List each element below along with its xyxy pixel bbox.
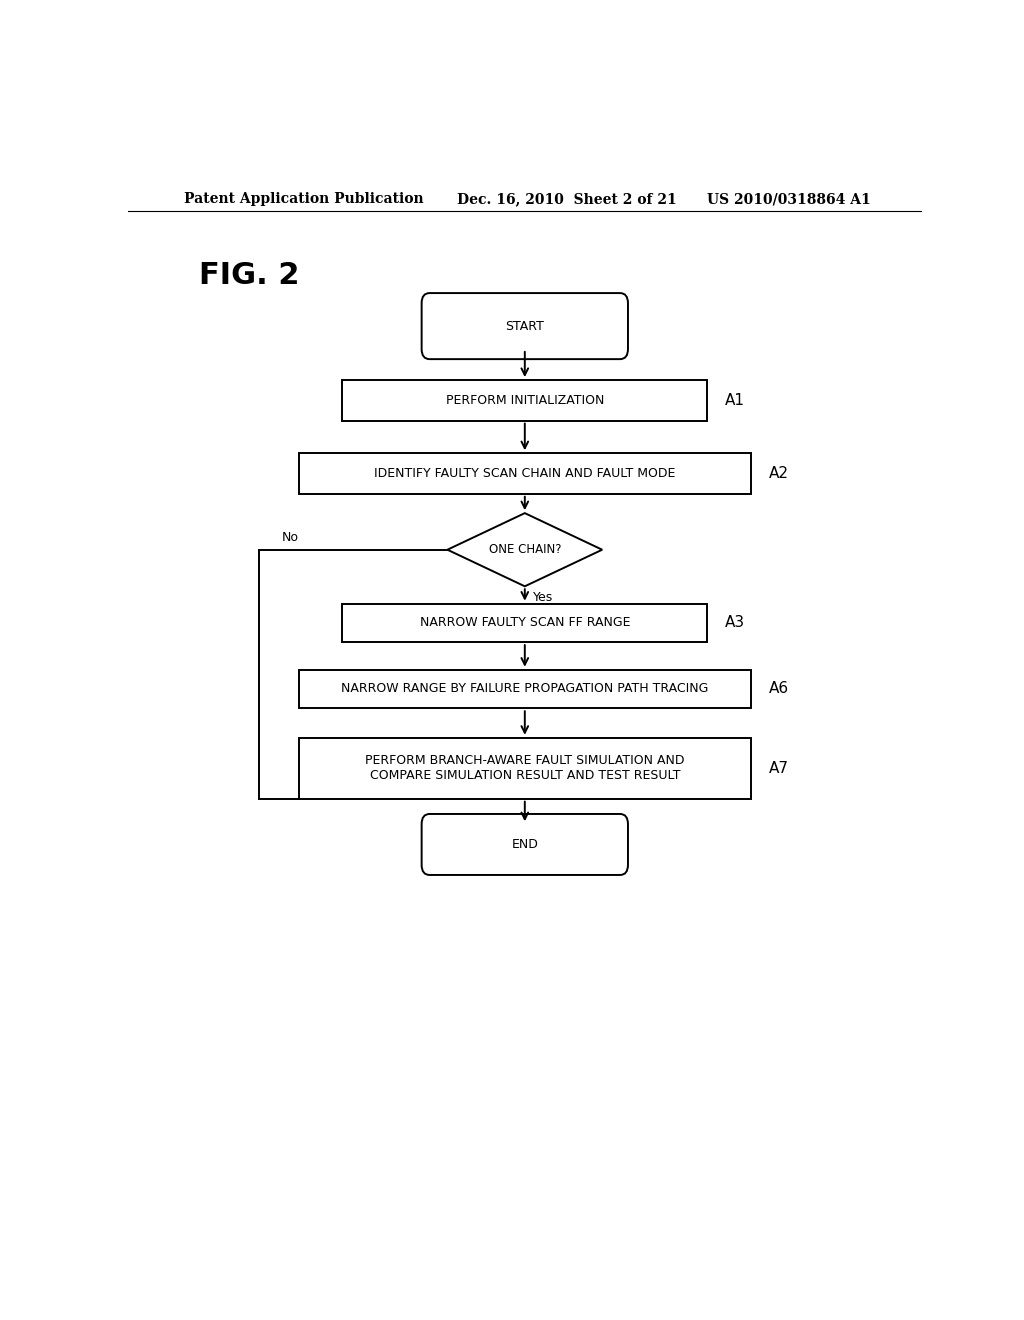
Text: ONE CHAIN?: ONE CHAIN? bbox=[488, 544, 561, 556]
Bar bbox=[342, 380, 708, 421]
Text: Patent Application Publication: Patent Application Publication bbox=[183, 191, 423, 206]
Text: START: START bbox=[506, 319, 544, 333]
Text: A2: A2 bbox=[768, 466, 788, 480]
Text: US 2010/0318864 A1: US 2010/0318864 A1 bbox=[708, 191, 871, 206]
Polygon shape bbox=[447, 513, 602, 586]
Text: No: No bbox=[283, 531, 299, 544]
Bar bbox=[299, 453, 751, 494]
Text: Dec. 16, 2010  Sheet 2 of 21: Dec. 16, 2010 Sheet 2 of 21 bbox=[458, 191, 677, 206]
Text: PERFORM BRANCH-AWARE FAULT SIMULATION AND
COMPARE SIMULATION RESULT AND TEST RES: PERFORM BRANCH-AWARE FAULT SIMULATION AN… bbox=[365, 754, 685, 783]
Text: A6: A6 bbox=[768, 681, 788, 697]
Bar bbox=[299, 738, 751, 799]
Text: IDENTIFY FAULTY SCAN CHAIN AND FAULT MODE: IDENTIFY FAULTY SCAN CHAIN AND FAULT MOD… bbox=[374, 467, 676, 480]
Text: A1: A1 bbox=[725, 393, 744, 408]
Text: END: END bbox=[511, 838, 539, 851]
FancyBboxPatch shape bbox=[422, 293, 628, 359]
Text: A3: A3 bbox=[725, 615, 744, 631]
Text: NARROW RANGE BY FAILURE PROPAGATION PATH TRACING: NARROW RANGE BY FAILURE PROPAGATION PATH… bbox=[341, 682, 709, 696]
Text: FIG. 2: FIG. 2 bbox=[200, 261, 300, 290]
Text: NARROW FAULTY SCAN FF RANGE: NARROW FAULTY SCAN FF RANGE bbox=[420, 616, 630, 630]
FancyBboxPatch shape bbox=[422, 814, 628, 875]
Bar bbox=[342, 603, 708, 643]
Text: A7: A7 bbox=[768, 760, 788, 776]
Bar bbox=[299, 669, 751, 709]
Text: Yes: Yes bbox=[532, 591, 553, 605]
Text: PERFORM INITIALIZATION: PERFORM INITIALIZATION bbox=[445, 393, 604, 407]
